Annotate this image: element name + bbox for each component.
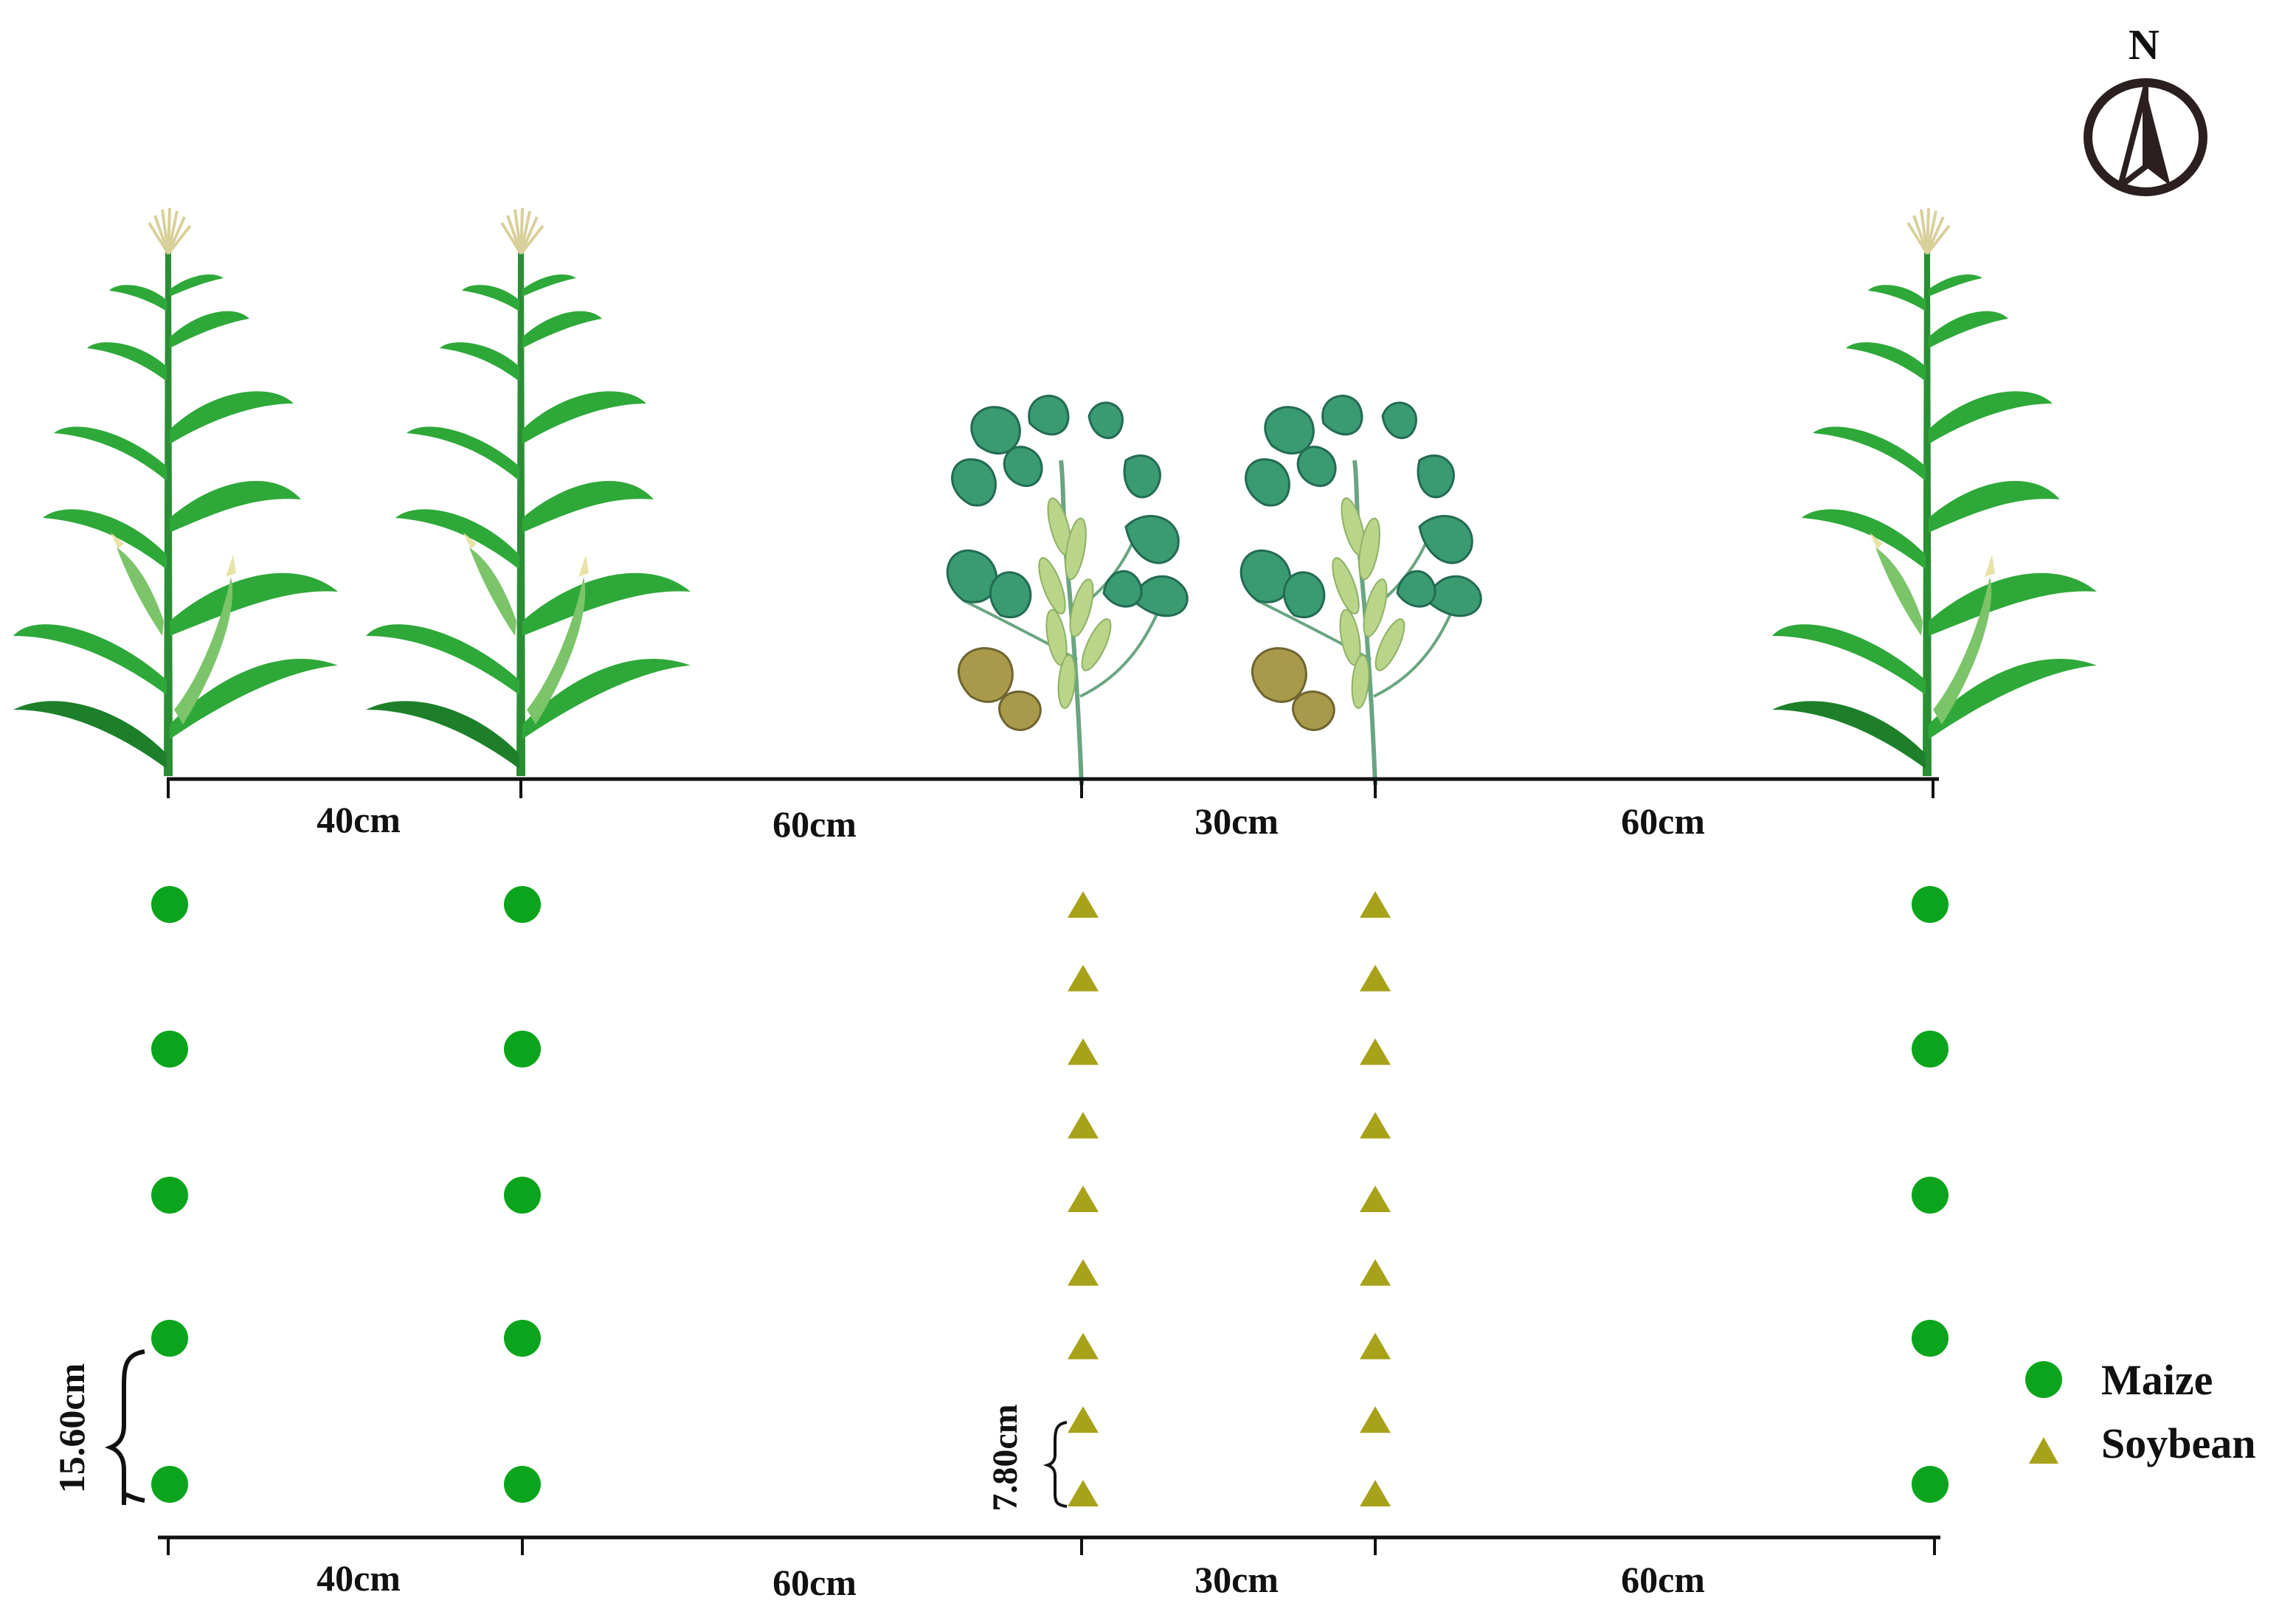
north-label: N [2129, 21, 2160, 69]
soybean-plant-marker [1360, 1038, 1391, 1065]
north-arrow-icon [2088, 83, 2203, 192]
maize-plant-marker [504, 1031, 541, 1068]
top-scale: 40cm 60cm 30cm 60cm [167, 777, 1939, 845]
soybean-plant-marker [1360, 891, 1391, 918]
compass: N [2088, 21, 2203, 192]
maize-plant-marker [151, 886, 188, 923]
soybean-spacing-label: 7.80cm [986, 1404, 1025, 1511]
maize-plant-marker [151, 1320, 188, 1357]
soybean-spacing-indicator: 7.80cm [986, 1404, 1068, 1512]
maize-plant-marker [151, 1031, 188, 1068]
soybean-plant-illustration [947, 396, 1187, 785]
soybean-plant-marker [1068, 1112, 1099, 1139]
maize-plant-illustration [1771, 207, 2098, 778]
bottom-spacing-label: 60cm [772, 1562, 857, 1603]
maize-plant-marker [504, 886, 541, 923]
maize-plant-marker [1912, 1466, 1949, 1503]
soybean-plant-marker [1360, 1406, 1391, 1433]
soybean-plant-marker [1068, 1332, 1099, 1360]
maize-plant-marker [504, 1320, 541, 1357]
maize-plant-marker [504, 1466, 541, 1503]
top-spacing-label: 60cm [772, 803, 857, 845]
soybean-plant-marker [1068, 1259, 1099, 1286]
bottom-spacing-label: 40cm [317, 1557, 401, 1599]
soybean-plant-marker [1068, 891, 1099, 918]
maize-legend-label: Maize [2101, 1356, 2213, 1404]
maize-spacing-label: 15.60cm [51, 1363, 92, 1493]
legend: Maize Soybean [2025, 1356, 2256, 1467]
maize-plant-marker [1912, 1320, 1949, 1357]
maize-plant-illustration [12, 207, 339, 778]
maize-plant-marker [151, 1177, 188, 1214]
bottom-spacing-label: 30cm [1194, 1559, 1279, 1600]
top-spacing-label: 40cm [317, 799, 401, 840]
maize-plant-illustration [364, 207, 692, 778]
soybean-plant-marker [1068, 1186, 1099, 1212]
maize-legend-symbol [2025, 1361, 2062, 1398]
soybean-plant-marker [1068, 1038, 1099, 1065]
soybean-legend-label: Soybean [2101, 1419, 2256, 1467]
soybean-plant-marker [1068, 1406, 1099, 1433]
soybean-legend-symbol [2029, 1437, 2058, 1464]
maize-plant-marker [1912, 1031, 1949, 1068]
soybean-plant-marker [1360, 1480, 1391, 1506]
soybean-plant-marker [1360, 964, 1391, 992]
maize-plant-marker [1912, 1177, 1949, 1214]
top-spacing-label: 60cm [1621, 800, 1705, 842]
bottom-spacing-label: 60cm [1621, 1559, 1705, 1600]
soybean-plant-illustration [1241, 396, 1481, 785]
maize-plant-marker [504, 1177, 541, 1214]
maize-plant-marker [151, 1466, 188, 1503]
maize-spacing-indicator: 15.60cm [51, 1349, 145, 1506]
planting-grid [151, 886, 1949, 1506]
bottom-scale: 40cm 60cm 30cm 60cm [158, 1535, 1940, 1603]
soybean-plant-marker [1360, 1112, 1391, 1139]
soybean-plant-marker [1068, 964, 1099, 992]
maize-plant-marker [1912, 886, 1949, 923]
soybean-plant-marker [1068, 1480, 1099, 1506]
top-spacing-label: 30cm [1194, 800, 1279, 842]
soybean-plant-marker [1360, 1332, 1391, 1360]
soybean-plant-marker [1360, 1186, 1391, 1212]
plant-illustrations [12, 207, 2098, 785]
soybean-plant-marker [1360, 1259, 1391, 1286]
